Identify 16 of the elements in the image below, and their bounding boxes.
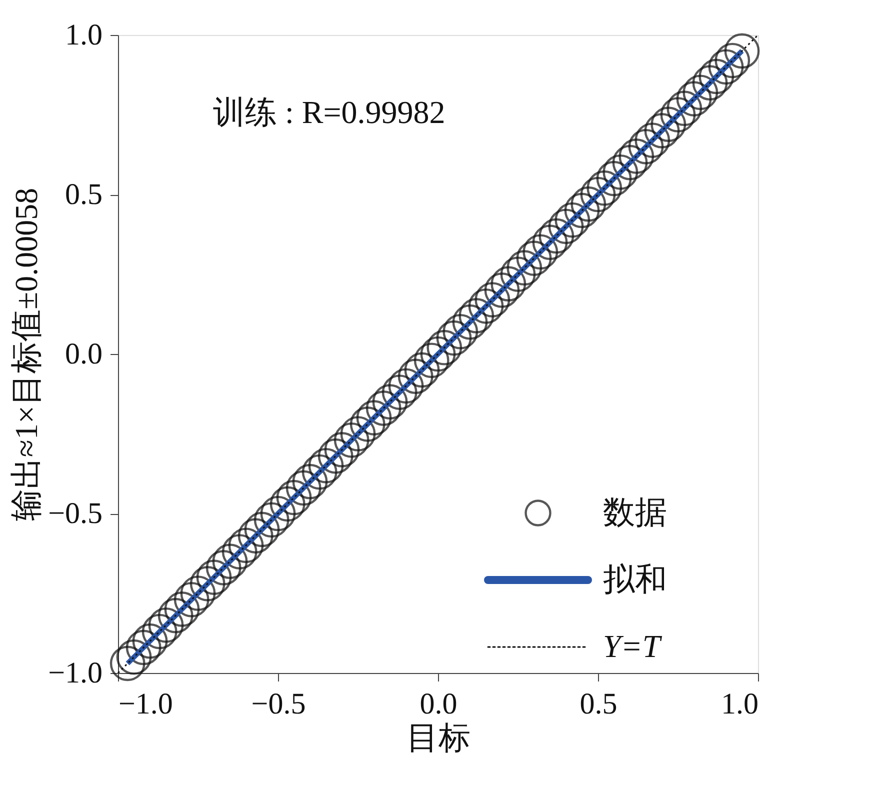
legend-label: 拟和 xyxy=(603,561,667,597)
x-tick-label: 0.0 xyxy=(420,688,458,720)
legend-label: Y=T xyxy=(603,628,662,664)
x-axis-title: 目标 xyxy=(406,720,470,756)
y-tick-label: 0.0 xyxy=(65,338,102,370)
x-tick-label: 1.0 xyxy=(721,688,758,720)
x-tick-label: −1.0 xyxy=(118,688,173,720)
y-tick-label: −1.0 xyxy=(48,656,102,690)
y-tick-label: −0.5 xyxy=(48,497,102,530)
x-tick-label: 0.5 xyxy=(580,688,618,720)
y-axis-title: 输出≈1×目标值±0.00058 xyxy=(8,188,44,522)
x-tick-label: −0.5 xyxy=(251,688,306,720)
annotation: 训练 : R=0.99982 xyxy=(213,94,446,130)
legend-label: 数据 xyxy=(603,494,667,530)
y-tick-label: 1.0 xyxy=(65,18,102,52)
y-tick-label: 0.5 xyxy=(65,178,102,211)
